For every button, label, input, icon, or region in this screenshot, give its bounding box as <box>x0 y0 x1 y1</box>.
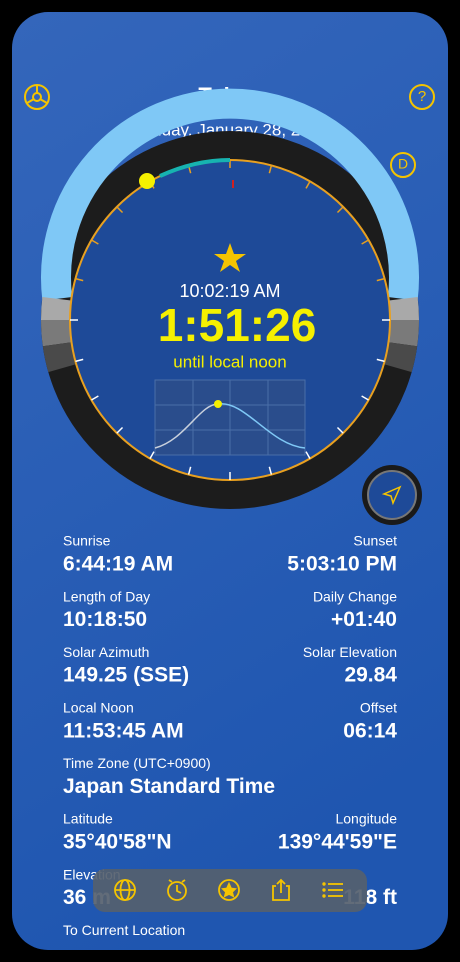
dial-tick <box>305 181 311 189</box>
twilight-ring <box>41 296 419 321</box>
dial-tick <box>361 239 369 245</box>
dial-tick <box>187 466 192 475</box>
detail-value: 5:03:10 PM <box>287 553 397 576</box>
favorite-star[interactable] <box>214 243 246 272</box>
details: Sunrise 6:44:19 AM Sunset 5:03:10 PM Length … <box>63 533 397 938</box>
detail-label: To Current Location <box>63 922 185 938</box>
elevation-graph <box>154 379 306 456</box>
detail-value: 10:18:50 <box>63 608 147 631</box>
list-button[interactable] <box>322 882 343 898</box>
location-button[interactable] <box>362 465 422 525</box>
detail-value: 06:14 <box>343 719 397 742</box>
alarm-button[interactable] <box>167 879 187 901</box>
dial-tick <box>376 277 385 282</box>
favorites-button[interactable] <box>218 879 240 901</box>
dial-tick <box>116 426 124 434</box>
sun-dial: 10:02:19 AM 1:51:26 until local noon <box>41 88 419 509</box>
dial-tick <box>361 395 369 401</box>
detail-value: 11:53:45 AM <box>63 719 184 742</box>
globe-button[interactable] <box>114 879 136 901</box>
detail-label: Solar Azimuth <box>63 644 149 660</box>
detail-label: Sunset <box>353 533 397 549</box>
dial-tick <box>336 426 344 434</box>
dial-tick <box>268 466 273 475</box>
dial-tick <box>305 451 311 459</box>
mode-button[interactable]: D <box>390 152 416 178</box>
detail-label: Solar Elevation <box>303 644 397 660</box>
dial-tick <box>91 395 99 401</box>
detail-label: Time Zone (UTC+0900) <box>63 755 211 771</box>
dial-tick <box>336 206 344 214</box>
detail-value: 149.25 (SSE) <box>63 664 189 687</box>
detail-value: +01:40 <box>331 608 397 631</box>
detail-label: Sunrise <box>63 533 111 549</box>
detail-value: 29.84 <box>344 664 397 687</box>
dial-tick <box>268 165 273 174</box>
toolbar <box>93 869 367 912</box>
dial-tick <box>116 206 124 214</box>
countdown: 1:51:26 <box>158 299 317 351</box>
dial-tick <box>75 358 84 363</box>
detail-value: 6:44:19 AM <box>63 553 173 576</box>
detail-label: Latitude <box>63 811 113 827</box>
detail-value: 139°44'59"E <box>278 831 397 854</box>
detail-label: Longitude <box>335 811 397 827</box>
detail-value: Japan Standard Time <box>63 775 275 798</box>
detail-value: 35°40'58"N <box>63 831 172 854</box>
help-label: ? <box>418 88 426 105</box>
detail-label: Offset <box>360 700 397 716</box>
sun-marker <box>139 173 155 189</box>
dial-tick <box>91 239 99 245</box>
current-time: 10:02:19 AM <box>179 281 280 301</box>
settings-button[interactable] <box>24 84 50 110</box>
day-ring <box>41 88 419 301</box>
dial-tick <box>75 277 84 282</box>
countdown-caption: until local noon <box>173 352 286 371</box>
mode-label: D <box>398 156 408 172</box>
twilight-ring <box>41 319 419 347</box>
share-button[interactable] <box>272 878 290 901</box>
detail-label: Length of Day <box>63 588 150 604</box>
sun-path <box>159 158 231 178</box>
detail-label: Local Noon <box>63 700 134 716</box>
detail-label: Daily Change <box>313 588 397 604</box>
help-button[interactable]: ? <box>409 84 435 110</box>
dial-tick <box>149 451 155 459</box>
twilight-ring <box>42 341 418 373</box>
dial-tick <box>376 358 385 363</box>
